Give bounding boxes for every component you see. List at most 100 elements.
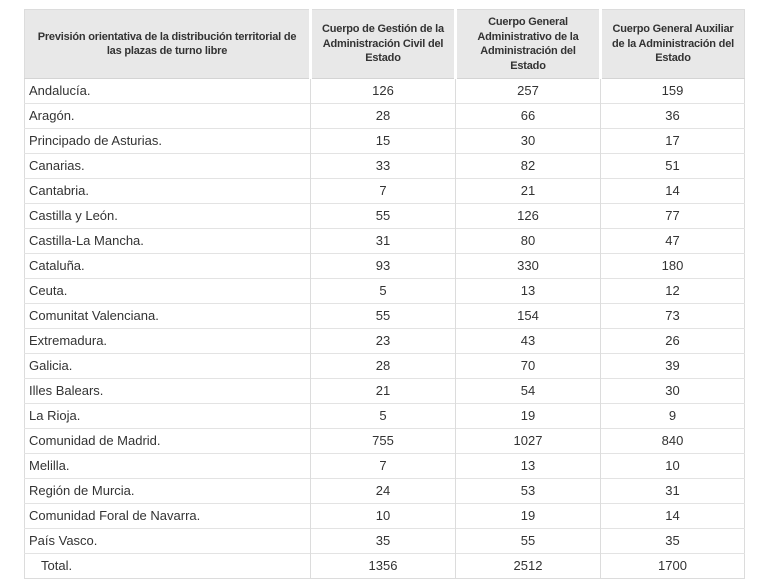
header-row: Previsión orientativa de la distribución… — [24, 9, 745, 80]
table-row: Comunitat Valenciana. 55 154 73 — [24, 303, 745, 329]
column-header-territory: Previsión orientativa de la distribución… — [24, 9, 311, 80]
value-cell: 13 — [455, 278, 601, 304]
region-cell: Andalucía. — [29, 83, 91, 99]
table-row: Castilla y León. 55 126 77 — [24, 203, 745, 229]
value-cell: 31 — [310, 228, 456, 254]
value-cell: 180 — [600, 253, 745, 279]
value-cell: 15 — [310, 128, 456, 154]
value-cell: 39 — [600, 353, 745, 379]
value-cell: 12 — [600, 278, 745, 304]
region-cell: Canarias. — [24, 153, 311, 179]
table-row: Ceuta. 5 13 12 — [24, 278, 745, 304]
value-cell: 755 — [310, 428, 456, 454]
value-cell: 21 — [310, 378, 456, 404]
region-cell: Illes Balears. — [24, 378, 311, 404]
table-row: Cantabria. 7 21 14 — [24, 178, 745, 204]
region-cell: Comunitat Valenciana. — [24, 303, 311, 329]
table-body: Andalucía. 126 257 159 Aragón. 28 66 36 … — [24, 78, 745, 579]
value-cell: 9 — [600, 403, 745, 429]
region-cell: Extremadura. — [24, 328, 311, 354]
value-cell: 19 — [455, 403, 601, 429]
total-label-cell: Total. — [24, 553, 311, 579]
table-row: Comunidad Foral de Navarra. 10 19 14 — [24, 503, 745, 529]
value-cell: 7 — [310, 453, 456, 479]
value-cell: 66 — [455, 103, 601, 129]
total-value-cell: 2512 — [455, 553, 601, 579]
table-row: Canarias. 33 82 51 — [24, 153, 745, 179]
value-cell: 126 — [310, 78, 456, 104]
value-cell: 47 — [600, 228, 745, 254]
value-cell: 28 — [310, 103, 456, 129]
value-cell: 1027 — [455, 428, 601, 454]
value-cell: 7 — [310, 178, 456, 204]
region-cell: La Rioja. — [24, 403, 311, 429]
value-cell: 330 — [455, 253, 601, 279]
region-cell: Melilla. — [24, 453, 311, 479]
value-cell: 159 — [600, 78, 745, 104]
region-cell: Cataluña. — [24, 253, 311, 279]
table-row: Cataluña. 93 330 180 — [24, 253, 745, 279]
region-cell: Castilla y León. — [24, 203, 311, 229]
value-cell: 840 — [600, 428, 745, 454]
region-cell: Cantabria. — [24, 178, 311, 204]
value-cell: 43 — [455, 328, 601, 354]
table-row: País Vasco. 35 55 35 — [24, 528, 745, 554]
value-cell: 5 — [310, 278, 456, 304]
region-cell: País Vasco. — [24, 528, 311, 554]
value-cell: 55 — [310, 303, 456, 329]
column-header-cuerpo-general-auxiliar: Cuerpo General Auxiliar de la Administra… — [599, 9, 745, 80]
value-cell: 53 — [455, 478, 601, 504]
value-cell: 21 — [455, 178, 601, 204]
table-row: Principado de Asturias. 15 30 17 — [24, 128, 745, 154]
value-cell: 51 — [600, 153, 745, 179]
value-cell: 24 — [310, 478, 456, 504]
total-value-cell: 1700 — [600, 553, 745, 579]
value-cell: 28 — [310, 353, 456, 379]
value-cell: 257 — [455, 78, 601, 104]
region-cell: Galicia. — [24, 353, 311, 379]
value-cell: 154 — [455, 303, 601, 329]
value-cell: 19 — [455, 503, 601, 529]
table-row: Aragón. 28 66 36 — [24, 103, 745, 129]
region-cell: Castilla-La Mancha. — [24, 228, 311, 254]
value-cell: 82 — [455, 153, 601, 179]
value-cell: 80 — [455, 228, 601, 254]
value-cell: 14 — [600, 178, 745, 204]
region-cell: Comunidad de Madrid. — [24, 428, 311, 454]
column-header-cuerpo-gestion: Cuerpo de Gestión de la Administración C… — [309, 9, 456, 80]
value-cell: 31 — [600, 478, 745, 504]
region-cell: Principado de Asturias. — [24, 128, 311, 154]
table-header: Previsión orientativa de la distribución… — [24, 9, 745, 80]
value-cell: 54 — [455, 378, 601, 404]
total-value-cell: 1356 — [310, 553, 456, 579]
value-cell: 126 — [455, 203, 601, 229]
value-cell: 14 — [600, 503, 745, 529]
table-row: La Rioja. 5 19 9 — [24, 403, 745, 429]
value-cell: 70 — [455, 353, 601, 379]
value-cell: 26 — [600, 328, 745, 354]
region-cell: Aragón. — [24, 103, 311, 129]
table-row: Castilla-La Mancha. 31 80 47 — [24, 228, 745, 254]
table-row: Comunidad de Madrid. 755 1027 840 — [24, 428, 745, 454]
value-cell: 10 — [600, 453, 745, 479]
value-cell: 36 — [600, 103, 745, 129]
value-cell: 23 — [310, 328, 456, 354]
value-cell: 55 — [310, 203, 456, 229]
table-row: Melilla. 7 13 10 — [24, 453, 745, 479]
value-cell: 30 — [600, 378, 745, 404]
value-cell: 55 — [455, 528, 601, 554]
total-row: Total. 1356 2512 1700 — [24, 553, 745, 579]
value-cell: 93 — [310, 253, 456, 279]
region-cell: Ceuta. — [24, 278, 311, 304]
value-cell: 33 — [310, 153, 456, 179]
value-cell: 17 — [600, 128, 745, 154]
table-row: Andalucía. 126 257 159 — [25, 78, 745, 104]
region-cell: Comunidad Foral de Navarra. — [24, 503, 311, 529]
value-cell: 35 — [310, 528, 456, 554]
value-cell: 30 — [455, 128, 601, 154]
value-cell: 73 — [600, 303, 745, 329]
value-cell: 5 — [310, 403, 456, 429]
table-row: Illes Balears. 21 54 30 — [24, 378, 745, 404]
value-cell: 10 — [310, 503, 456, 529]
